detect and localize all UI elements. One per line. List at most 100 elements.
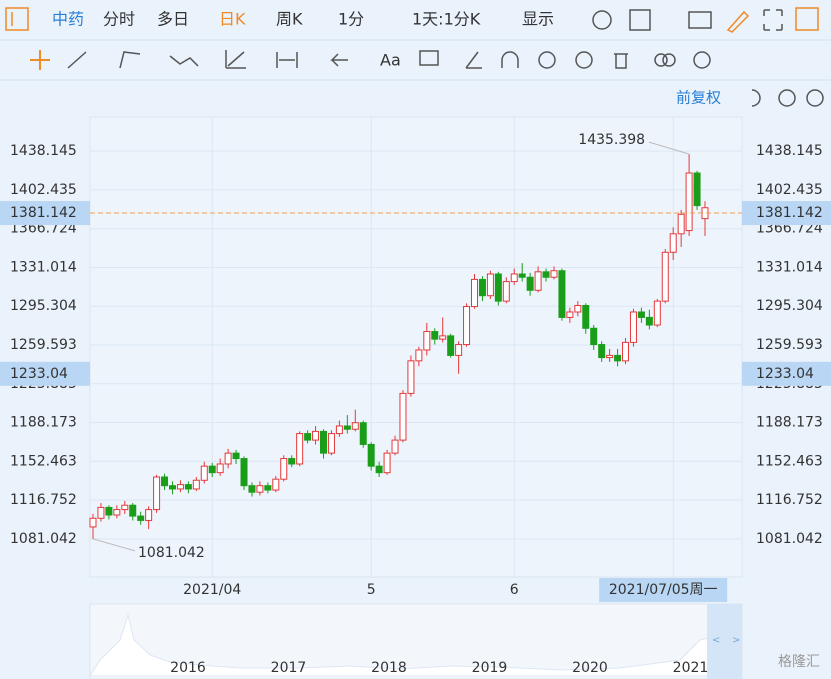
range-icon[interactable] bbox=[276, 52, 298, 68]
plot-area bbox=[89, 116, 743, 578]
navigator-label: 2021 bbox=[673, 660, 709, 676]
magnet-icon[interactable] bbox=[501, 51, 519, 68]
y-tick-label: 1331.014 bbox=[10, 259, 77, 275]
y-tick-label: 1116.752 bbox=[10, 492, 77, 508]
candle-body bbox=[105, 506, 113, 516]
pencil-icon[interactable] bbox=[726, 10, 750, 33]
candle-body bbox=[558, 270, 566, 318]
candle-body bbox=[129, 504, 137, 517]
tab[interactable]: 分时 bbox=[103, 10, 135, 29]
tab[interactable]: 1天:1分K bbox=[412, 10, 481, 29]
text-tool[interactable]: Aa bbox=[380, 51, 401, 70]
menu-icon[interactable] bbox=[5, 7, 29, 31]
candle-body bbox=[447, 335, 455, 356]
value-tag-label: 1381.142 bbox=[756, 205, 823, 221]
trash-icon[interactable] bbox=[614, 53, 628, 69]
candle-body bbox=[645, 316, 653, 326]
candle-body bbox=[176, 484, 184, 490]
hide-icon[interactable] bbox=[575, 51, 593, 69]
nav-handle[interactable]: > bbox=[732, 635, 740, 646]
y-tick-label-right: 1152.463 bbox=[756, 453, 823, 469]
navigator-label: 2019 bbox=[472, 660, 508, 676]
navigator-label: 2016 bbox=[170, 660, 206, 676]
candle-body bbox=[248, 485, 256, 493]
candle-body bbox=[296, 433, 304, 465]
candle-body bbox=[89, 517, 97, 528]
line-icon[interactable] bbox=[67, 51, 87, 69]
candle-body bbox=[304, 433, 312, 441]
tab[interactable]: 周K bbox=[276, 10, 303, 29]
navigator-window[interactable] bbox=[707, 604, 742, 679]
candle-body bbox=[574, 304, 582, 313]
y-tick-label-right: 1081.042 bbox=[756, 531, 823, 547]
candle-body bbox=[121, 504, 129, 511]
zoom-in[interactable] bbox=[806, 89, 824, 107]
candle-body bbox=[137, 515, 145, 521]
candle-body bbox=[550, 270, 558, 278]
candle-body bbox=[168, 485, 176, 490]
candle-body bbox=[264, 485, 272, 491]
arrow-icon[interactable] bbox=[330, 53, 348, 67]
min-label: 1081.042 bbox=[138, 545, 205, 561]
candle-body bbox=[439, 335, 447, 340]
candle-body bbox=[431, 331, 439, 340]
wave-icon[interactable] bbox=[169, 55, 199, 67]
candle-body bbox=[518, 273, 526, 278]
candle-body bbox=[383, 452, 391, 474]
move-icon[interactable] bbox=[30, 50, 50, 70]
compare-icon-2[interactable] bbox=[662, 53, 676, 67]
candle-body bbox=[224, 452, 232, 465]
candle-body bbox=[153, 476, 161, 511]
y-tick-label: 1438.145 bbox=[10, 143, 77, 159]
candle-body bbox=[391, 439, 399, 454]
value-tag bbox=[742, 361, 831, 386]
camera-icon[interactable] bbox=[688, 11, 712, 29]
candle-body bbox=[590, 327, 598, 346]
tab[interactable]: 中药 bbox=[52, 10, 84, 29]
y-tick-label: 1295.304 bbox=[10, 298, 77, 314]
tab[interactable]: 显示 bbox=[522, 10, 554, 29]
compare-icon[interactable] bbox=[654, 53, 668, 67]
tab[interactable]: 1分 bbox=[338, 10, 364, 29]
candle-body bbox=[471, 278, 479, 308]
zoom-out[interactable] bbox=[778, 89, 796, 107]
angle-icon[interactable] bbox=[465, 51, 482, 69]
tab[interactable]: 日K bbox=[219, 10, 246, 29]
adjust-mode[interactable]: 前复权 bbox=[676, 89, 721, 107]
candle-body bbox=[232, 452, 240, 460]
candle-body bbox=[486, 273, 494, 297]
candle-body bbox=[653, 300, 661, 326]
crosshair-date-box bbox=[599, 578, 728, 602]
candle-body bbox=[614, 354, 622, 362]
min-pointer bbox=[92, 538, 136, 552]
candle-body bbox=[598, 344, 606, 359]
fib-icon[interactable] bbox=[225, 50, 246, 69]
max-pointer bbox=[648, 141, 690, 155]
candle-body bbox=[216, 463, 224, 474]
tab[interactable]: 多日 bbox=[157, 10, 189, 29]
comment-icon[interactable] bbox=[419, 50, 439, 66]
settings-icon[interactable] bbox=[592, 10, 612, 30]
candle-body bbox=[494, 273, 502, 302]
lock-icon[interactable] bbox=[538, 51, 556, 69]
candle-body bbox=[685, 172, 693, 232]
fullscreen-icon[interactable] bbox=[763, 9, 783, 31]
settings-icon-2[interactable] bbox=[693, 51, 711, 69]
candle-body bbox=[407, 360, 415, 394]
candle-body bbox=[335, 425, 343, 435]
navigator-label: 2020 bbox=[572, 660, 608, 676]
y-tick-label-right: 1402.435 bbox=[756, 182, 823, 198]
candle-body bbox=[455, 344, 463, 356]
y-tick-label-right: 1188.173 bbox=[756, 415, 823, 431]
candle-body bbox=[463, 306, 471, 346]
candle-body bbox=[526, 276, 534, 291]
panel-icon[interactable] bbox=[795, 7, 819, 31]
nav-handle[interactable]: < bbox=[712, 635, 720, 646]
candle-body bbox=[606, 354, 614, 359]
undo-icon[interactable] bbox=[751, 89, 761, 107]
candle-body bbox=[423, 331, 431, 351]
poly-icon[interactable] bbox=[119, 51, 141, 69]
value-tag-label: 1381.142 bbox=[10, 205, 77, 221]
box-icon[interactable] bbox=[629, 9, 651, 31]
